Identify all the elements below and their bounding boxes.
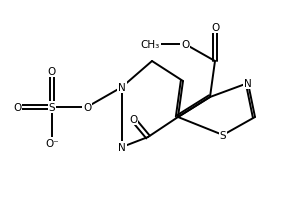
Text: O: O — [13, 102, 21, 112]
Text: S: S — [49, 102, 55, 112]
Text: N: N — [244, 79, 252, 89]
Text: O: O — [129, 114, 137, 124]
Text: N: N — [118, 83, 126, 93]
Text: O: O — [211, 23, 219, 33]
Text: N: N — [118, 142, 126, 152]
Text: CH₃: CH₃ — [141, 40, 160, 50]
Text: S: S — [220, 130, 226, 140]
Text: O: O — [181, 40, 189, 50]
Text: O⁻: O⁻ — [45, 138, 59, 148]
Text: O: O — [83, 102, 91, 112]
Text: O: O — [48, 67, 56, 77]
